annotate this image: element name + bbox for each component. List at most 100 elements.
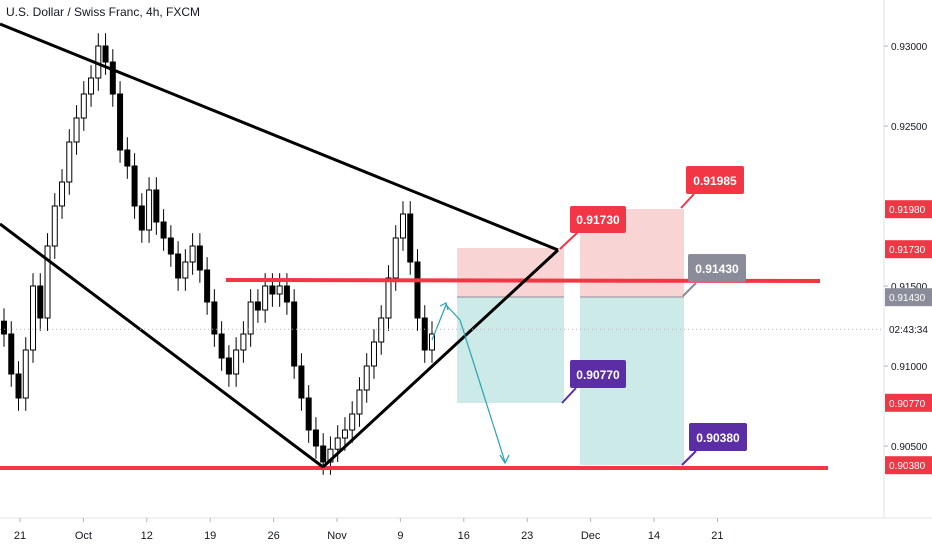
- candle-body: [1, 320, 7, 335]
- price-label-text: 02:43:34: [889, 325, 928, 336]
- candle-body: [51, 205, 58, 247]
- price-label-badge: [885, 200, 932, 219]
- candle-body: [341, 429, 348, 439]
- callout-box: [688, 254, 746, 282]
- callout-pointer: [559, 231, 579, 250]
- candle-body: [22, 349, 29, 399]
- candle-body: [225, 357, 232, 375]
- upper-trendline[interactable]: [0, 22, 559, 252]
- candle-body: [399, 213, 406, 239]
- price-axis[interactable]: 0.93000 0.92500 0.91500 0.91000 0.90500 0.919…: [0, 42, 932, 475]
- candlestick-series: [1, 33, 435, 475]
- candle-body: [196, 245, 203, 271]
- candle-body: [66, 141, 73, 183]
- candle-body: [218, 333, 225, 359]
- candle-body: [175, 253, 182, 279]
- x-tick-label: 21: [14, 530, 26, 542]
- candle-body: [8, 333, 15, 375]
- candle-body: [153, 189, 160, 223]
- x-tick-label: 9: [397, 530, 403, 542]
- x-tick-label: 21: [711, 530, 723, 542]
- candle-body: [73, 117, 80, 143]
- x-tick-label: 23: [521, 530, 533, 542]
- candle-body: [247, 301, 254, 335]
- callout-pointer: [561, 387, 577, 404]
- y-tick-label: 0.92500: [891, 122, 928, 133]
- candle-body: [160, 221, 167, 239]
- short-position-1-loss-zone[interactable]: [457, 248, 564, 297]
- candle-body: [146, 189, 153, 231]
- candle-body: [269, 285, 276, 295]
- callout-text: 0.90770: [576, 368, 620, 382]
- candle-body: [392, 237, 399, 279]
- candle-body: [240, 333, 247, 351]
- time-axis[interactable]: 21 Oct 12 19 26 Nov 9 16 23 Dec 14 21: [14, 518, 724, 542]
- callout-text: 0.91985: [693, 174, 737, 188]
- candle-body: [233, 349, 240, 375]
- callout-label-91730[interactable]: 0.91730: [559, 206, 626, 250]
- candle-body: [59, 181, 66, 207]
- candle-body: [211, 301, 218, 335]
- x-tick-label: Nov: [327, 530, 347, 542]
- callout-label-91985[interactable]: 0.91985: [680, 166, 744, 209]
- callout-pointer: [681, 450, 697, 466]
- candle-body: [363, 365, 370, 391]
- callout-pointer: [682, 282, 697, 297]
- candle-body: [320, 445, 327, 463]
- callout-text: 0.91430: [695, 262, 739, 276]
- price-label-text: 0.90770: [889, 399, 926, 410]
- callout-box: [689, 423, 747, 451]
- callout-label-90380[interactable]: 0.90380: [681, 423, 747, 466]
- y-tick-label: 0.93000: [891, 42, 928, 53]
- candle-body: [378, 317, 385, 343]
- x-tick-label: Oct: [75, 530, 92, 542]
- candle-body: [305, 397, 312, 431]
- trade-zones: [457, 209, 684, 465]
- short-position-1-profit-zone[interactable]: [457, 297, 564, 403]
- candle-body: [204, 269, 211, 303]
- candle-body: [356, 389, 363, 415]
- price-label-badge: [885, 240, 932, 259]
- projection-arrow[interactable]: [431, 302, 510, 465]
- callout-box: [686, 166, 744, 194]
- candle-body: [167, 237, 174, 255]
- candle-body: [429, 333, 435, 351]
- candle-body: [421, 317, 428, 351]
- x-tick-label: 12: [141, 530, 153, 542]
- candle-body: [283, 285, 290, 303]
- candle-body: [15, 373, 22, 399]
- x-tick-label: 26: [267, 530, 279, 542]
- y-tick-label: 0.91000: [891, 362, 928, 373]
- price-label-text: 0.90380: [889, 461, 926, 472]
- x-tick-label: 14: [648, 530, 660, 542]
- price-label-text: 0.91980: [889, 205, 926, 216]
- symbol-title: U.S. Dollar / Swiss Franc, 4h, FXCM: [6, 5, 201, 19]
- candle-body: [407, 213, 414, 263]
- candle-body: [30, 285, 37, 351]
- candle-body: [88, 77, 95, 95]
- candle-body: [124, 149, 131, 167]
- price-label-badge: [885, 288, 932, 307]
- y-tick-label: 0.90500: [891, 442, 928, 453]
- price-label-text: 0.91730: [889, 245, 926, 256]
- candle-body: [102, 45, 109, 63]
- callout-label-90770[interactable]: 0.90770: [561, 360, 626, 404]
- candle-body: [385, 277, 392, 319]
- y-tick-label: 0.91500: [891, 282, 928, 293]
- arrowhead-bottom-icon: [499, 454, 510, 465]
- candle-body: [312, 429, 319, 447]
- candle-body: [189, 245, 196, 263]
- candle-body: [291, 301, 298, 367]
- lower-right-trendline[interactable]: [321, 248, 560, 469]
- callout-box: [570, 360, 626, 388]
- callout-text: 0.90380: [696, 431, 740, 445]
- candle-body: [117, 93, 124, 151]
- price-label-text: 0.91430: [889, 293, 926, 304]
- candle-body: [109, 61, 116, 95]
- callout-label-91430[interactable]: 0.91430: [682, 254, 746, 297]
- price-axis-panel[interactable]: [884, 0, 932, 518]
- lower-left-trendline[interactable]: [0, 222, 324, 469]
- candle-body: [131, 165, 138, 207]
